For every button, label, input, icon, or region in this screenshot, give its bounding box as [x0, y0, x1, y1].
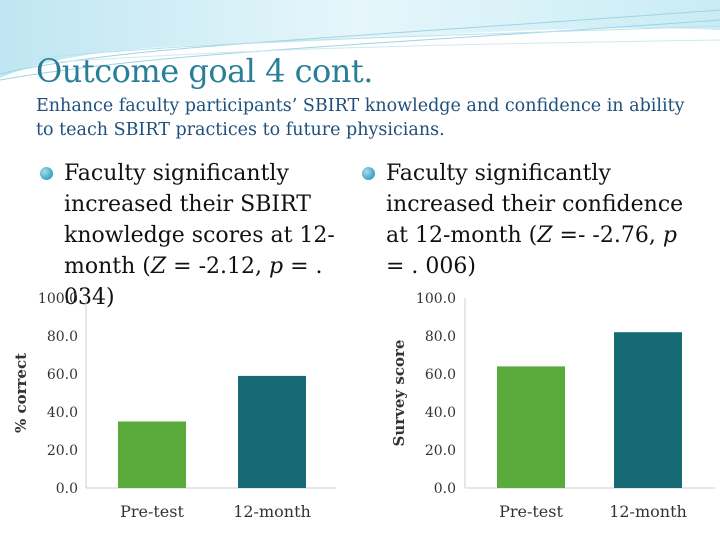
- header-decoration: [0, 0, 720, 81]
- p-symbol: p: [269, 254, 284, 279]
- y-tick-label: 20.0: [47, 443, 78, 459]
- x-category-label: 12-month: [609, 502, 687, 521]
- p-symbol: p: [662, 223, 677, 248]
- z-value: = -2.12,: [166, 254, 269, 279]
- bullet-knowledge: Faculty significantly increased their SB…: [40, 158, 360, 313]
- bullet-confidence: Faculty significantly increased their co…: [362, 158, 702, 282]
- bullet-dot-icon: [362, 167, 375, 180]
- confidence-bar-chart: 0.0 20.0 40.0 60.0 80.0 100.0 Survey score Pre-…: [390, 291, 715, 521]
- z-symbol: Z: [537, 223, 553, 248]
- bullet-knowledge-line1: Faculty significantly: [64, 161, 289, 186]
- x-category-label: Pre-test: [120, 502, 184, 521]
- y-tick-label: 60.0: [425, 367, 456, 383]
- bullet-dot-icon: [40, 167, 53, 180]
- slide-subtitle: Enhance faculty participants’ SBIRT know…: [36, 96, 685, 140]
- y-tick-label: 100.0: [38, 291, 78, 307]
- y-tick-label: 60.0: [47, 367, 78, 383]
- bar-pre-test: [118, 421, 186, 488]
- bar-12-month: [614, 332, 682, 488]
- bullet-knowledge-line2: increased their SBIRT: [64, 192, 311, 217]
- y-axis-label: Survey score: [390, 340, 408, 447]
- knowledge-bar-chart: 0.0 20.0 40.0 60.0 80.0 100.0 % correct Pre-tes…: [12, 291, 336, 521]
- p-value: = . 006): [386, 254, 476, 279]
- p-value: = . 034): [64, 254, 323, 310]
- y-tick-label: 40.0: [47, 405, 78, 421]
- bullet-knowledge-text: Faculty significantly increased their SB…: [40, 158, 360, 313]
- x-category-label: 12-month: [233, 502, 311, 521]
- bullet-confidence-text: Faculty significantly increased their co…: [362, 158, 702, 282]
- y-tick-label: 80.0: [47, 329, 78, 345]
- y-tick-label: 100.0: [416, 291, 456, 307]
- bullet-confidence-line1: Faculty significantly: [386, 161, 611, 186]
- bullet-knowledge-line4-start: month (: [64, 254, 151, 279]
- bar-12-month: [238, 375, 306, 488]
- y-tick-label: 0.0: [434, 481, 456, 497]
- y-axis-label: % correct: [12, 353, 30, 433]
- y-tick-label: 40.0: [425, 405, 456, 421]
- slide-title: Outcome goal 4 cont.: [36, 52, 373, 90]
- z-value: =- -2.76,: [552, 223, 663, 248]
- z-symbol: Z: [150, 254, 167, 279]
- bullet-confidence-line2: increased their confidence: [386, 192, 684, 217]
- x-category-label: Pre-test: [499, 502, 563, 521]
- y-tick-label: 80.0: [425, 329, 456, 345]
- bar-pre-test: [497, 366, 565, 488]
- y-tick-label: 20.0: [425, 443, 456, 459]
- bullet-knowledge-line3: knowledge scores at 12-: [64, 223, 335, 248]
- y-tick-label: 0.0: [56, 481, 78, 497]
- bullet-confidence-line3-start: at 12-month (: [386, 223, 538, 248]
